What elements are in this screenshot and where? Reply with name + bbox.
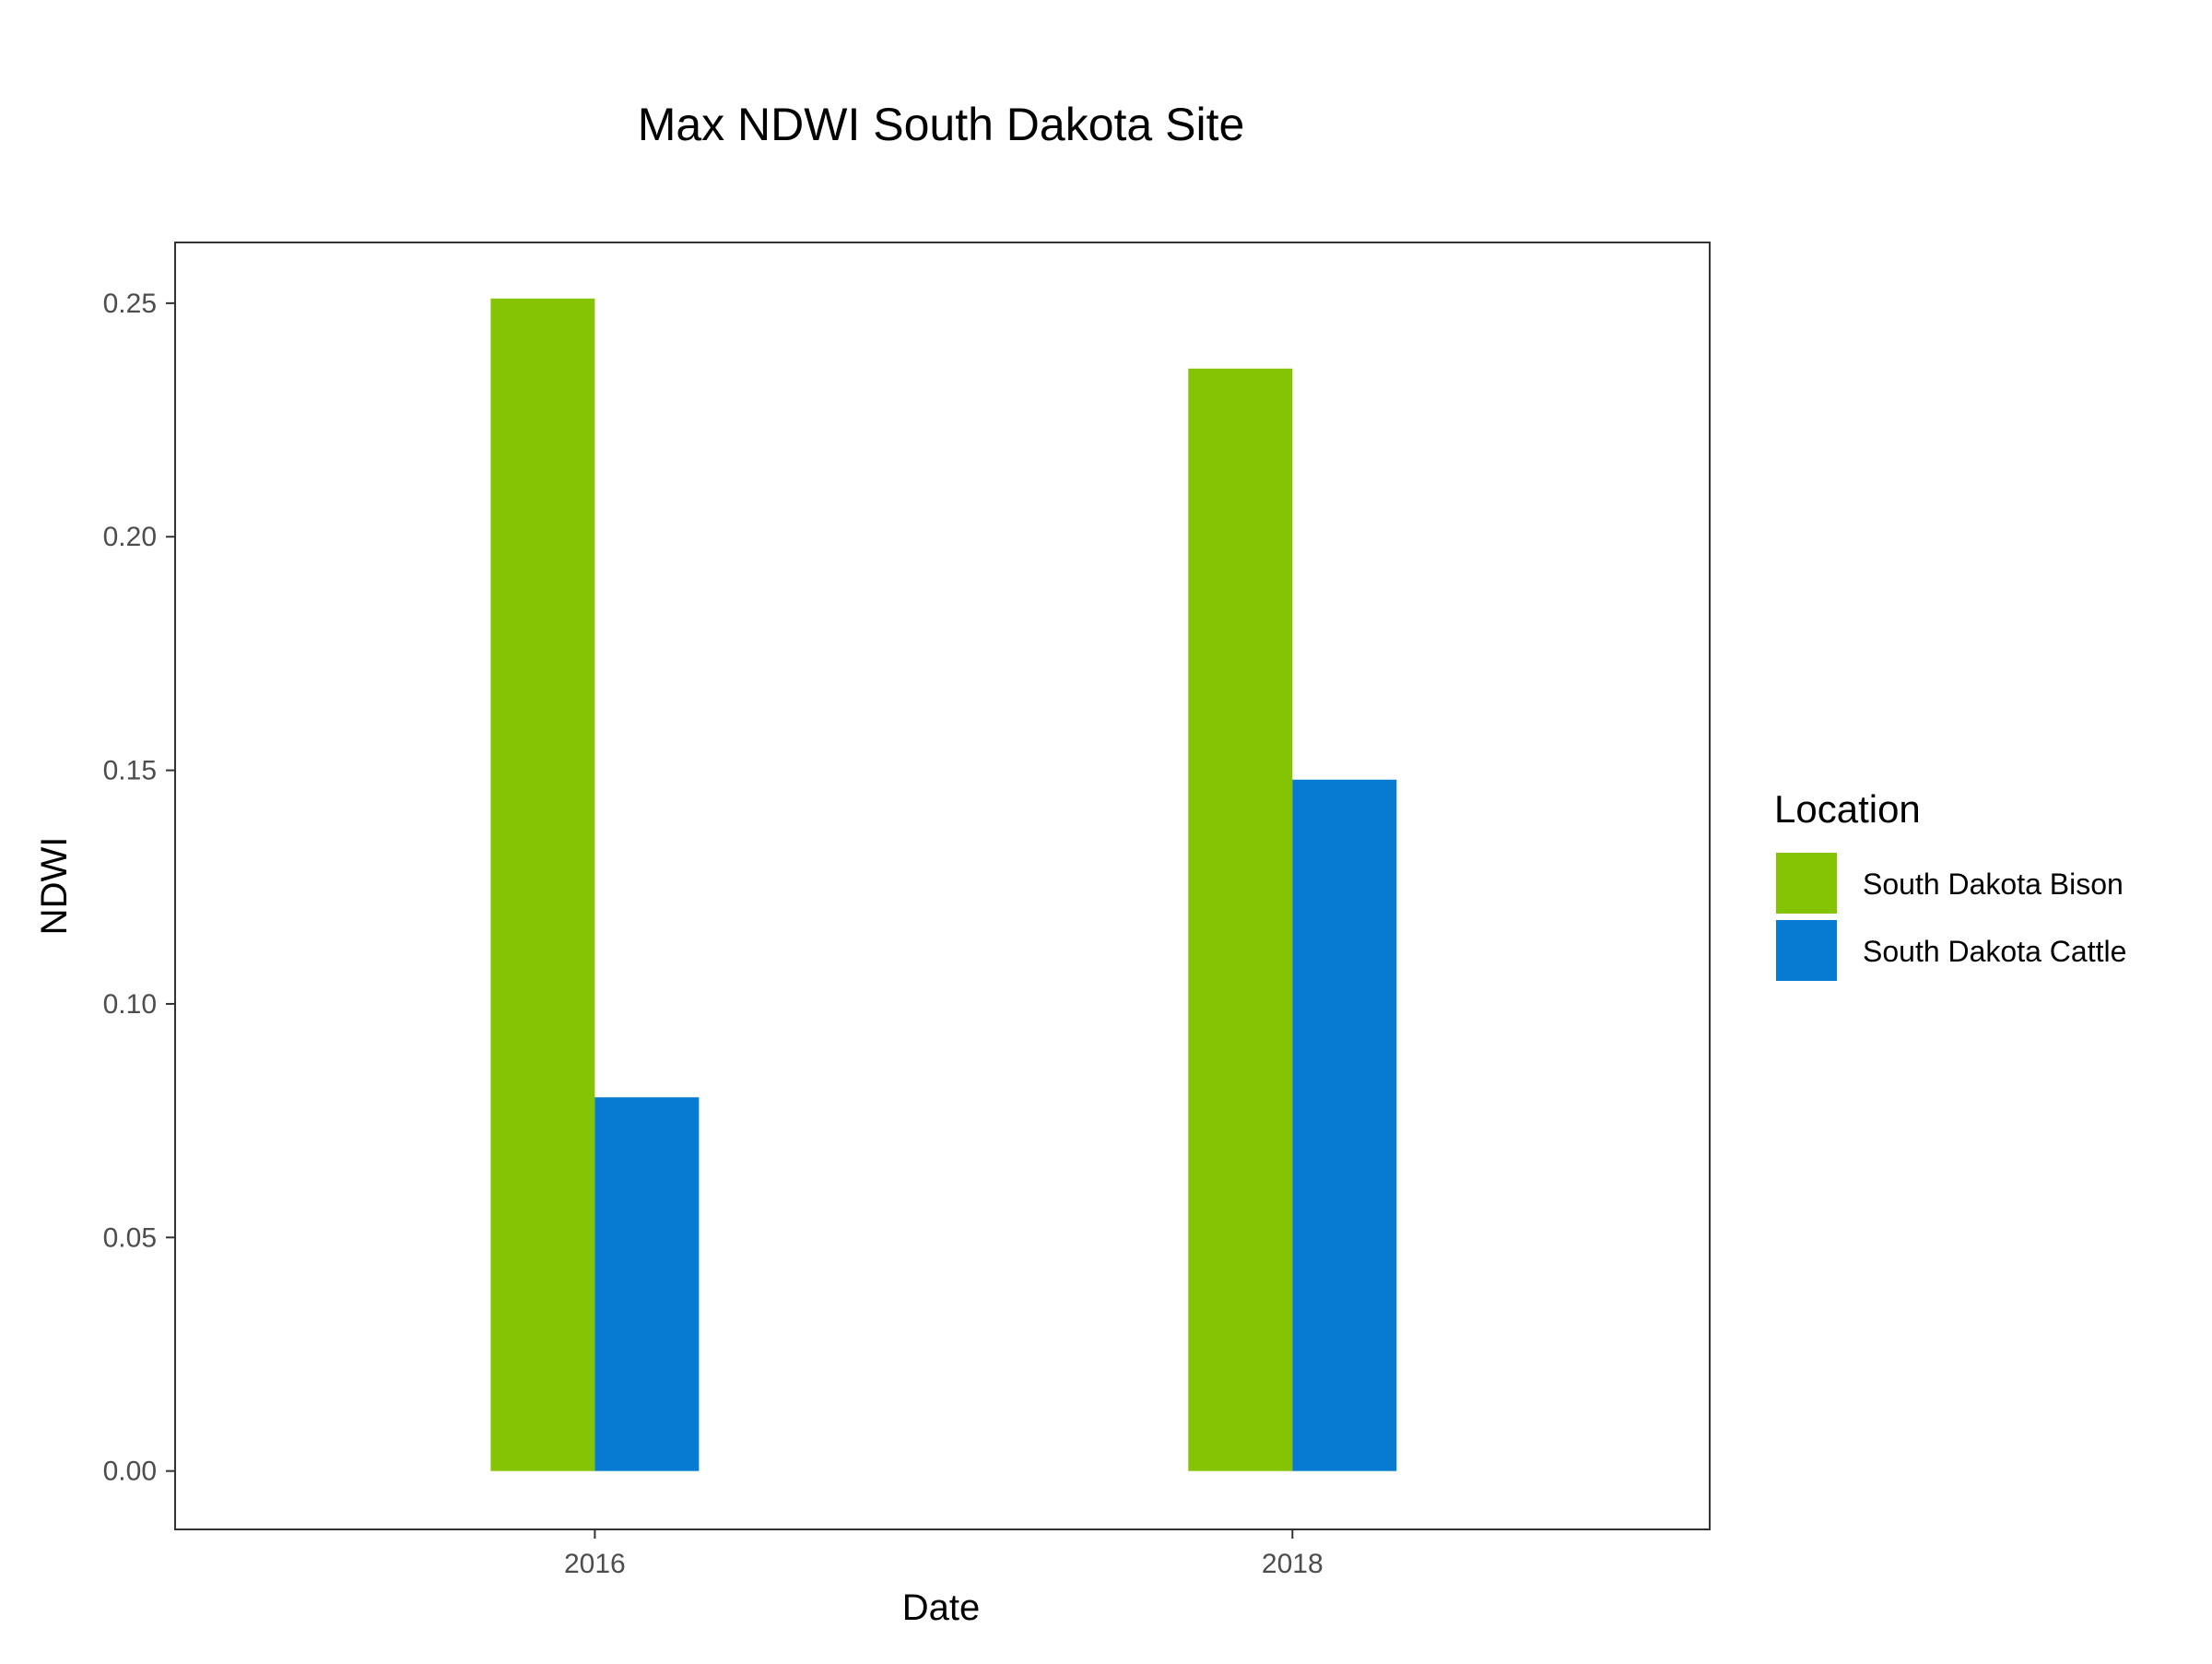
- y-axis: 0.00 0.05 0.10 0.15 0.20 0.25: [103, 289, 175, 1487]
- legend-swatch: [1776, 853, 1837, 914]
- legend-label: South Dakota Cattle: [1863, 935, 2126, 968]
- y-tick-label: 0.05: [103, 1222, 157, 1253]
- legend-title: Location: [1774, 787, 1921, 831]
- y-tick-label: 0.25: [103, 289, 157, 319]
- bar-south-dakota-cattle-2016: [594, 1097, 700, 1471]
- bar-south-dakota-bison-2016: [490, 298, 595, 1471]
- x-tick-label: 2018: [1262, 1549, 1324, 1579]
- chart-title: Max NDWI South Dakota Site: [638, 99, 1245, 150]
- y-tick-label: 0.10: [103, 989, 157, 1020]
- y-axis-title: NDWI: [34, 837, 75, 936]
- legend: Location South Dakota Bison South Dakota …: [1774, 787, 2126, 981]
- bar-south-dakota-cattle-2018: [1292, 779, 1397, 1471]
- x-axis-title: Date: [902, 1587, 981, 1628]
- plot-panel: [174, 242, 1711, 1530]
- bar-south-dakota-bison-2018: [1188, 368, 1293, 1471]
- legend-swatch: [1776, 920, 1837, 981]
- y-tick-label: 0.15: [103, 756, 157, 786]
- x-tick-label: 2016: [564, 1549, 626, 1579]
- y-tick-label: 0.20: [103, 522, 157, 552]
- y-tick-label: 0.00: [103, 1457, 157, 1487]
- legend-label: South Dakota Bison: [1863, 867, 2124, 901]
- bars: [490, 298, 1397, 1471]
- x-axis: 2016 2018: [564, 1529, 1324, 1579]
